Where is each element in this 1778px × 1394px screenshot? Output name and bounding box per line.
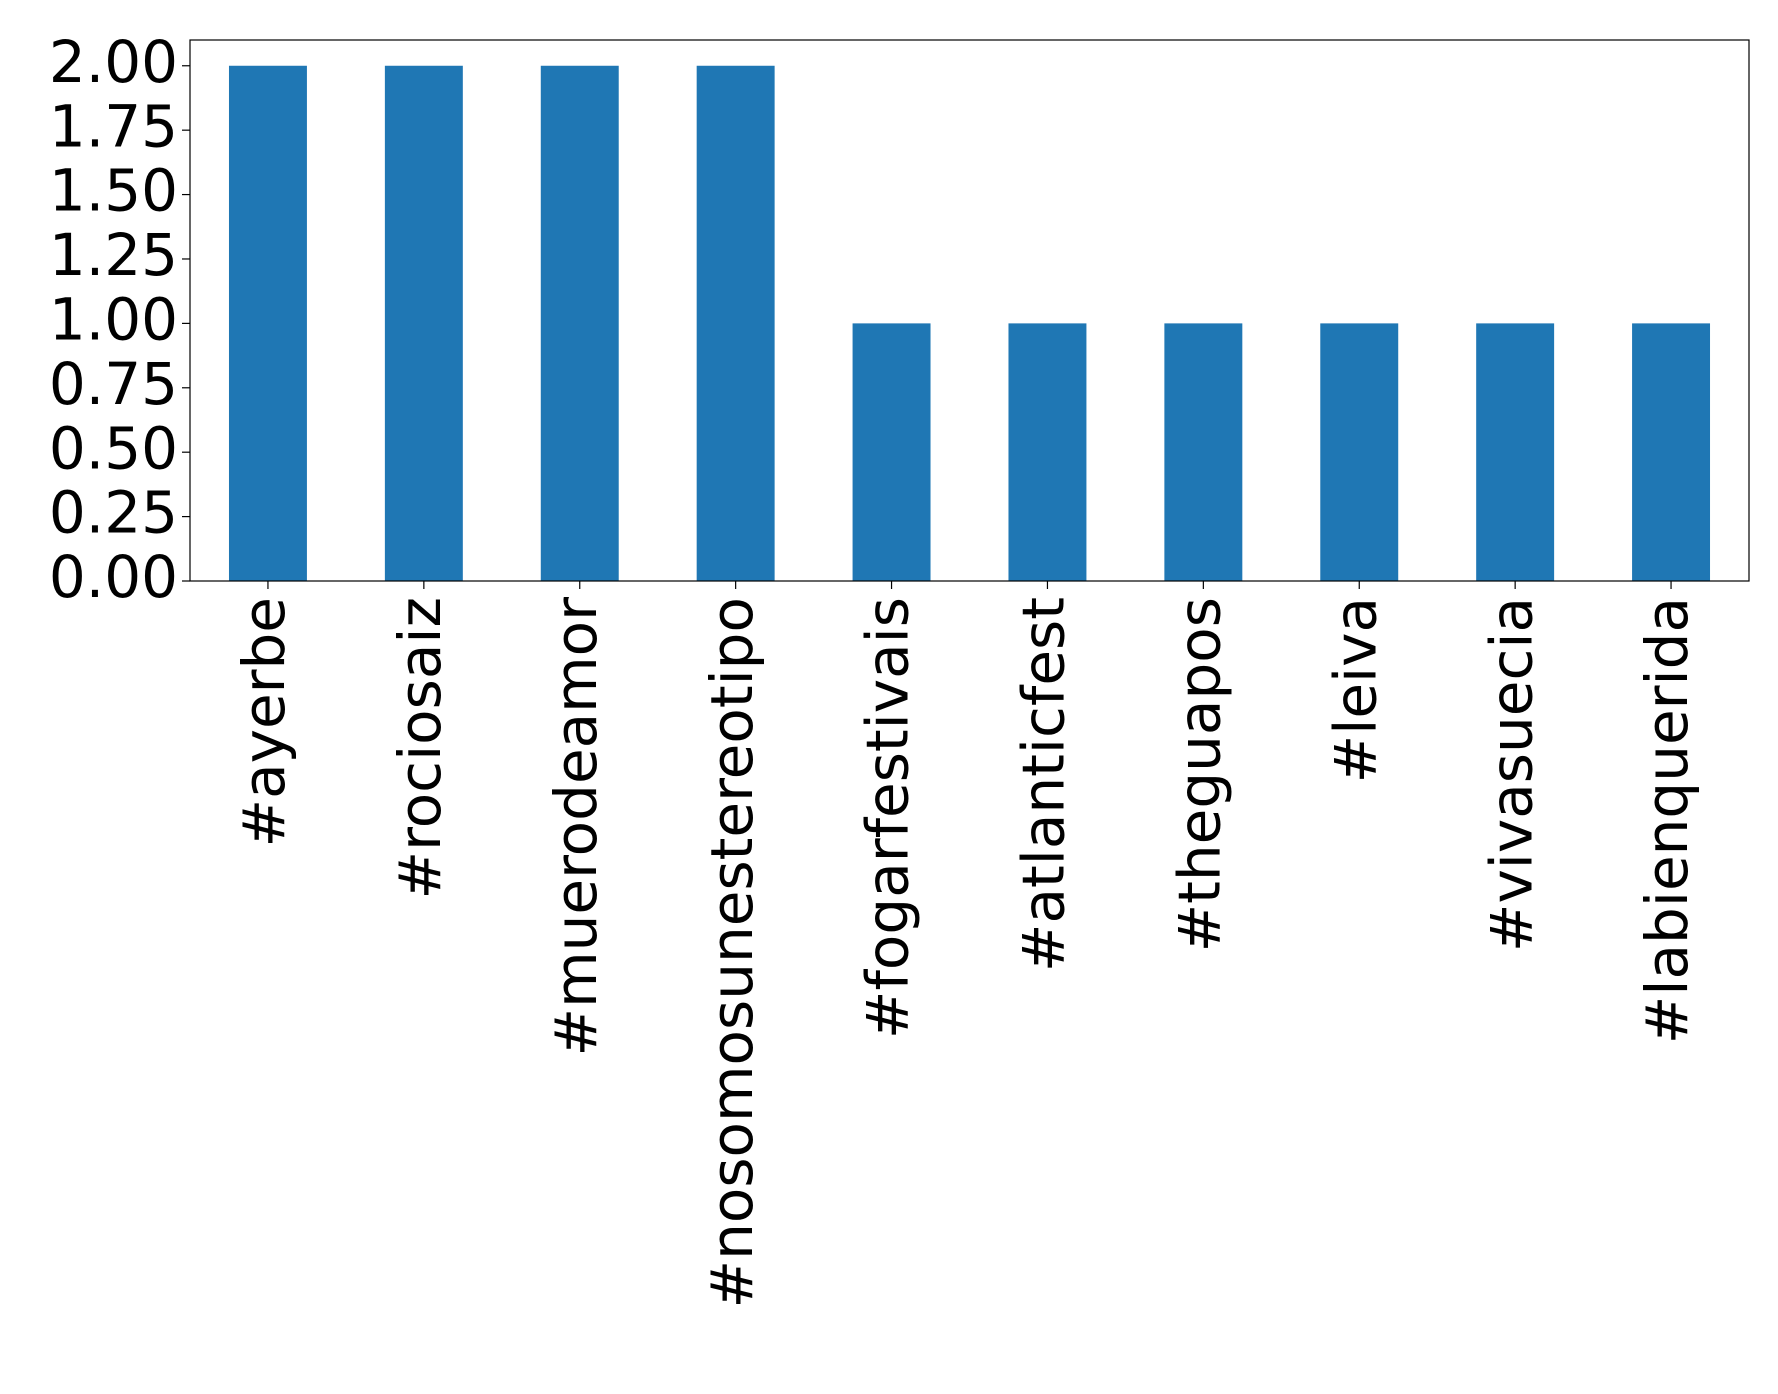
y-tick-label: 0.50 (49, 414, 178, 482)
x-tick-label: #labienquerida (1633, 597, 1701, 1044)
x-tick-label: #atlanticfest (1010, 597, 1078, 972)
plot-frame (189, 39, 1750, 582)
bar (1320, 323, 1399, 581)
bar (852, 323, 931, 581)
x-tick-label: #fogarfestivais (854, 597, 922, 1039)
x-tick-label: #leiva (1321, 597, 1389, 783)
bar (1476, 323, 1555, 581)
x-tick-label: #ayerbe (230, 597, 298, 848)
bar (696, 65, 775, 581)
y-tick-label: 0.00 (49, 543, 178, 611)
bar (384, 65, 463, 581)
y-tick-label: 1.50 (49, 157, 178, 225)
bar (1632, 323, 1711, 581)
y-tick-label: 0.75 (49, 350, 178, 418)
y-tick-label: 0.25 (49, 479, 178, 547)
x-tick-label: #nosomosunestereotipo (698, 597, 766, 1309)
bar (540, 65, 619, 581)
x-tick-label: #muerodeamor (542, 597, 610, 1057)
y-tick-label: 1.25 (49, 221, 178, 289)
y-tick-label: 1.75 (49, 92, 178, 160)
x-tick-label: #theguapos (1165, 597, 1233, 952)
x-tick-label: #rociosaiz (386, 597, 454, 899)
x-tick-label: #vivasuecia (1477, 597, 1545, 952)
y-tick-label: 1.00 (49, 285, 178, 353)
bar (228, 65, 307, 581)
bar (1164, 323, 1243, 581)
y-tick-label: 2.00 (49, 28, 178, 96)
bar (1008, 323, 1087, 581)
